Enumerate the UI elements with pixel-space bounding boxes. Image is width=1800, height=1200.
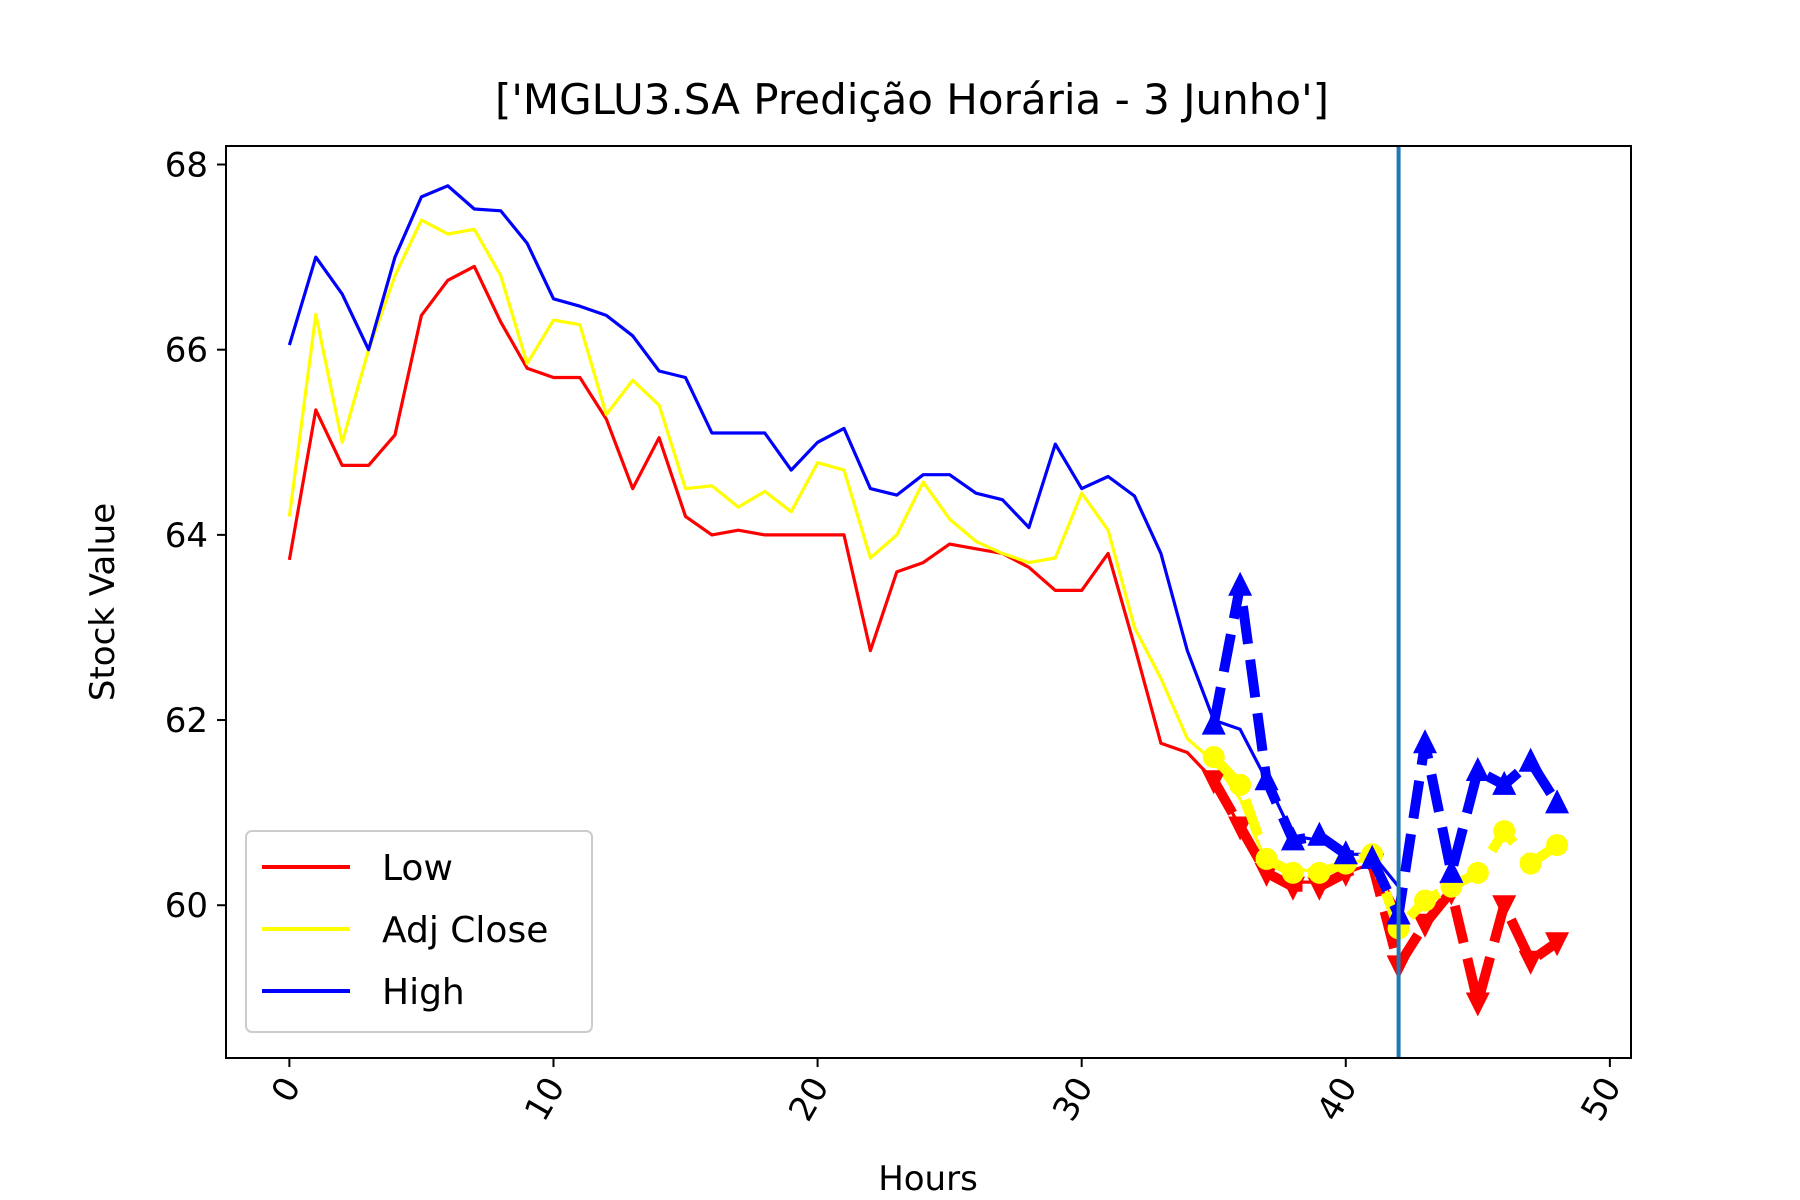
y-tick-label: 60 [165, 886, 208, 926]
prediction-marker-adj-close [1546, 834, 1569, 857]
prediction-marker-low [1280, 876, 1305, 901]
prediction-marker-high [1465, 756, 1490, 781]
legend-box [245, 830, 593, 1033]
prediction-marker-low [1545, 932, 1570, 957]
prediction-marker-adj-close [1202, 746, 1225, 769]
prediction-marker-high [1307, 821, 1332, 846]
plot-area [287, 146, 1570, 1058]
legend: Low Adj Close High [245, 830, 593, 1033]
prediction-marker-high [1360, 844, 1385, 869]
prediction-marker-adj-close [1466, 861, 1489, 884]
prediction-marker-low [1201, 770, 1226, 795]
prediction-marker-adj-close [1255, 847, 1278, 870]
legend-label: Adj Close [382, 910, 548, 951]
legend-label: High [382, 972, 465, 1013]
legend-label: Low [382, 848, 453, 889]
prediction-marker-low [1518, 950, 1543, 975]
prediction-marker-high [1280, 826, 1305, 851]
prediction-marker-low [1413, 913, 1438, 938]
y-axis-label: Stock Value [83, 503, 123, 701]
prediction-marker-low [1492, 895, 1517, 920]
prediction-marker-high [1333, 840, 1358, 865]
prediction-marker-high [1518, 747, 1543, 772]
prediction-marker-low [1254, 862, 1279, 887]
y-tick-label: 68 [165, 146, 208, 186]
prediction-marker-adj-close [1493, 820, 1516, 843]
y-tick-label: 62 [165, 701, 208, 741]
prediction-marker-high [1413, 729, 1438, 754]
prediction-marker-adj-close [1229, 773, 1252, 796]
prediction-marker-low [1228, 816, 1253, 841]
y-axis: 60 62 64 66 68 [165, 146, 226, 926]
prediction-marker-low [1465, 992, 1490, 1017]
prediction-marker-high [1492, 770, 1517, 795]
prediction-marker-high [1254, 766, 1279, 791]
x-axis-label: Hours [878, 1159, 978, 1199]
plot-frame [225, 145, 1632, 1059]
y-tick-label: 66 [165, 331, 208, 371]
prediction-marker-high [1439, 858, 1464, 883]
prediction-marker-low [1307, 876, 1332, 901]
prediction-marker-adj-close [1308, 861, 1331, 884]
y-tick-label: 64 [165, 516, 208, 556]
chart-title: ['MGLU3.SA Predição Horária - 3 Junho'] [495, 75, 1329, 124]
prediction-marker-adj-close [1414, 889, 1437, 912]
prediction-marker-adj-close [1519, 852, 1542, 875]
prediction-marker-high [1201, 710, 1226, 735]
prediction-marker-adj-close [1281, 861, 1304, 884]
prediction-marker-high [1545, 789, 1570, 814]
prediction-marker-high [1228, 571, 1253, 596]
